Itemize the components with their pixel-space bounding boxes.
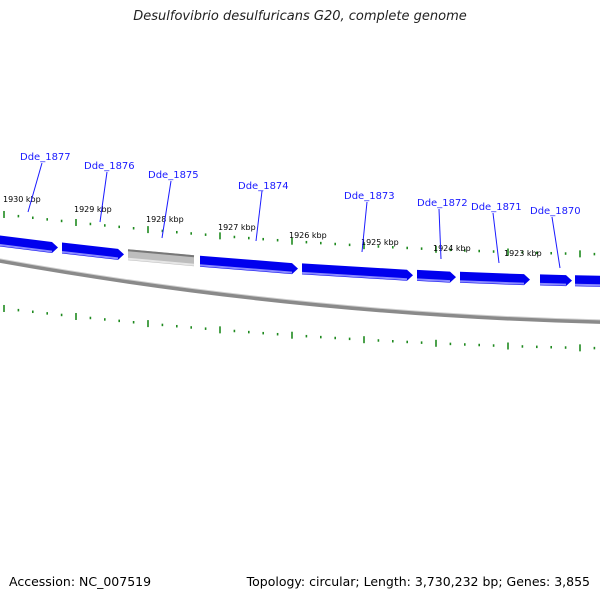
gene-arrow-shading [301, 271, 408, 281]
accession-text: Accession: NC_007519 [9, 574, 152, 589]
gene-label-leader [27, 162, 43, 213]
gene-arrow[interactable] [0, 235, 58, 254]
genome-backbone [0, 258, 600, 324]
inner-tick-track [3, 304, 596, 352]
genome-backbone-highlight [0, 258, 600, 321]
gene-arrow[interactable] [62, 242, 124, 260]
gene-label[interactable]: Dde_1873 [344, 191, 395, 202]
gene-label[interactable]: Dde_1870 [530, 206, 581, 217]
gene-arrow-shading [199, 264, 293, 274]
scale-label: 1924 kbp [433, 244, 471, 253]
outer-tick-track [3, 210, 596, 258]
gene-arrow-shading [459, 280, 525, 285]
page-title: Desulfovibrio desulfuricans G20, complet… [133, 9, 467, 24]
gene-labels: Dde_1877 Dde_1876 Dde_1875 Dde_1874 Dde_… [20, 152, 581, 269]
gene-label-leader [361, 201, 368, 253]
gene-arrow[interactable] [200, 255, 298, 275]
gene-label-leader [438, 208, 442, 260]
gene-arrow-shading [416, 278, 451, 283]
scale-label: 1926 kbp [289, 231, 327, 240]
genome-summary-text: Topology: circular; Length: 3,730,232 bp… [246, 574, 590, 589]
gene-arrow-shading [127, 257, 195, 266]
gene-arrow-shading [61, 250, 119, 260]
gene-label[interactable]: Dde_1875 [148, 170, 199, 181]
gene-arrow-shading [539, 282, 567, 286]
scale-label: 1930 kbp [3, 195, 41, 204]
gene-label-leader [161, 180, 172, 239]
scale-label: 1929 kbp [74, 205, 112, 214]
gene-label[interactable]: Dde_1876 [84, 161, 135, 172]
gene-arrow-shading [574, 283, 600, 287]
pseudogene-border [127, 249, 195, 258]
scale-label: 1923 kbp [504, 249, 542, 258]
gene-label-leader [492, 212, 500, 264]
scale-label: 1925 kbp [361, 238, 399, 247]
gene-label[interactable]: Dde_1877 [20, 152, 71, 163]
gene-label-leader [255, 190, 263, 242]
gene-arrow[interactable] [575, 275, 600, 287]
gene-arrow-shading [0, 244, 53, 253]
gene-track[interactable] [0, 235, 600, 287]
gene-label-leader [99, 171, 108, 223]
gene-label[interactable]: Dde_1872 [417, 198, 468, 209]
gene-label[interactable]: Dde_1874 [238, 181, 289, 192]
pseudogene-arrow[interactable] [128, 249, 194, 267]
gene-label-leader [551, 216, 561, 269]
scale-label: 1927 kbp [218, 223, 256, 232]
gene-arrow[interactable] [302, 263, 413, 281]
gene-label[interactable]: Dde_1871 [471, 202, 522, 213]
